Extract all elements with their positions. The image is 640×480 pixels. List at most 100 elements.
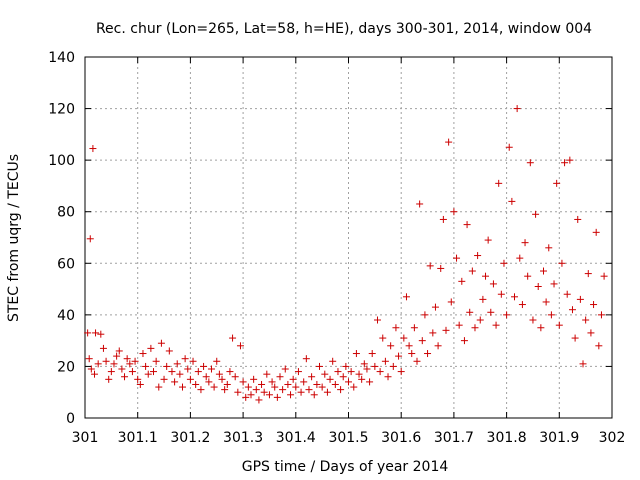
data-point (152, 357, 160, 365)
data-point (590, 301, 598, 309)
data-point (600, 272, 608, 280)
data-point (550, 280, 558, 288)
data-point (271, 383, 279, 391)
data-point (178, 383, 186, 391)
data-point (85, 355, 93, 363)
data-point (500, 259, 508, 267)
data-point (92, 329, 100, 337)
y-axis-label: STEC from uqrg / TECUs (6, 154, 22, 322)
data-point (492, 321, 500, 329)
data-point (136, 380, 144, 388)
data-point (516, 254, 524, 262)
data-point (194, 368, 202, 376)
data-point (250, 375, 258, 383)
data-point (487, 308, 495, 316)
data-point (595, 342, 603, 350)
data-point (579, 360, 587, 368)
data-point (347, 368, 355, 376)
data-point (392, 324, 400, 332)
data-point (534, 282, 542, 290)
data-point (568, 306, 576, 314)
data-point (437, 264, 445, 272)
data-point (218, 375, 226, 383)
x-tick-label: 301.5 (328, 430, 368, 446)
data-point (189, 357, 197, 365)
data-point (94, 360, 102, 368)
data-point (186, 375, 194, 383)
data-point (276, 373, 284, 381)
data-point (355, 370, 363, 378)
data-point (574, 215, 582, 223)
data-point (289, 375, 297, 383)
data-point (97, 330, 105, 338)
data-point (468, 267, 476, 275)
data-point (294, 368, 302, 376)
data-point (192, 380, 200, 388)
x-tick-label: 302 (599, 430, 626, 446)
data-point (379, 334, 387, 342)
data-point (455, 321, 463, 329)
data-point (273, 393, 281, 401)
data-point (155, 383, 163, 391)
data-point (561, 159, 569, 167)
data-point (86, 235, 94, 243)
data-point (352, 350, 360, 358)
data-point (252, 386, 260, 394)
data-point (416, 200, 424, 208)
data-point (431, 303, 439, 311)
data-point (142, 362, 150, 370)
y-tick-label: 40 (57, 308, 75, 324)
data-point (207, 365, 215, 373)
data-point (255, 396, 263, 404)
data-point (597, 311, 605, 319)
data-point (421, 311, 429, 319)
data-point (107, 368, 115, 376)
data-point (395, 352, 403, 360)
data-point (337, 386, 345, 394)
data-point (292, 383, 300, 391)
data-point (331, 380, 339, 388)
data-point (197, 386, 205, 394)
data-point (450, 208, 458, 216)
data-point (173, 360, 181, 368)
data-point (284, 380, 292, 388)
data-point (147, 344, 155, 352)
data-point (513, 105, 521, 113)
data-point (373, 316, 381, 324)
data-point (247, 391, 255, 399)
tick-layer: 301 301.1 301.2 301.3 301.4 301.5 301.6 301.7 30… (48, 50, 625, 446)
data-point (163, 362, 171, 370)
data-point (160, 375, 168, 383)
data-point (471, 324, 479, 332)
data-point (495, 179, 503, 187)
data-point (102, 357, 110, 365)
data-point (482, 272, 490, 280)
data-point (566, 156, 574, 164)
x-tick-label: 301.6 (381, 430, 421, 446)
data-point (144, 370, 152, 378)
data-point (563, 290, 571, 298)
data-point (157, 339, 165, 347)
data-point (300, 378, 308, 386)
data-point (426, 262, 434, 270)
data-point (268, 378, 276, 386)
data-point (260, 388, 268, 396)
data-point (358, 375, 366, 383)
data-point (89, 145, 97, 153)
data-point (236, 342, 244, 350)
data-point (497, 290, 505, 298)
data-point (234, 388, 242, 396)
data-point (281, 365, 289, 373)
data-point (279, 386, 287, 394)
data-point (545, 244, 553, 252)
data-point (150, 368, 158, 376)
data-point (321, 370, 329, 378)
data-point (521, 239, 529, 247)
x-tick-label: 301.8 (487, 430, 527, 446)
data-point (558, 259, 566, 267)
data-point (168, 368, 176, 376)
data-point (505, 143, 513, 151)
data-point (526, 159, 534, 167)
data-point (239, 378, 247, 386)
